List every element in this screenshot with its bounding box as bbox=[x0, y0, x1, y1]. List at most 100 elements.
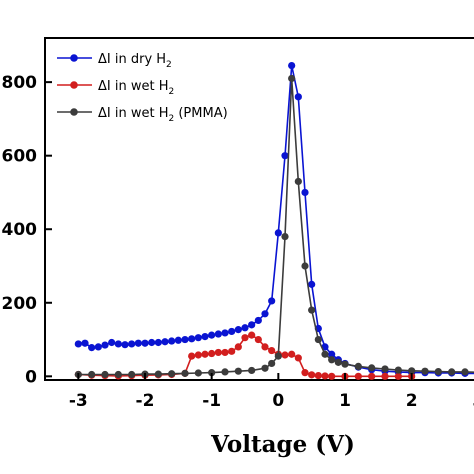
data-point bbox=[248, 321, 256, 329]
axis-layer: -3 -2 -1 0 1 2 3 0 200 400 600 800 bbox=[2, 73, 474, 411]
data-point bbox=[221, 348, 229, 357]
data-point bbox=[214, 330, 222, 338]
data-point bbox=[228, 327, 236, 336]
data-point bbox=[354, 362, 362, 370]
data-point bbox=[141, 339, 149, 347]
data-point bbox=[334, 358, 342, 366]
data-point bbox=[181, 369, 189, 377]
data-point bbox=[201, 333, 209, 341]
data-point bbox=[434, 367, 442, 376]
y-tick-label: 200 bbox=[2, 294, 38, 314]
data-point bbox=[314, 371, 322, 380]
data-point bbox=[168, 337, 176, 345]
data-point bbox=[321, 372, 329, 380]
data-point bbox=[188, 352, 196, 360]
series-layer bbox=[74, 61, 474, 380]
data-point bbox=[174, 336, 182, 344]
data-point bbox=[308, 280, 316, 288]
data-point bbox=[281, 232, 289, 241]
data-point bbox=[234, 367, 242, 375]
data-point bbox=[154, 338, 162, 347]
data-point bbox=[381, 372, 389, 380]
data-point bbox=[254, 316, 262, 325]
data-point bbox=[294, 93, 302, 101]
data-point bbox=[281, 351, 289, 359]
legend-label: ΔI in wet H2 (PMMA) bbox=[98, 106, 228, 124]
data-point bbox=[114, 340, 122, 348]
data-point bbox=[248, 331, 256, 339]
data-point bbox=[288, 350, 296, 358]
data-point bbox=[288, 61, 296, 70]
x-tick-label: 2 bbox=[406, 391, 418, 411]
data-point bbox=[101, 341, 109, 349]
data-point bbox=[328, 350, 336, 358]
data-point bbox=[101, 370, 109, 379]
data-point bbox=[81, 339, 89, 347]
series-2 bbox=[74, 74, 474, 379]
data-point bbox=[161, 338, 169, 346]
data-point bbox=[314, 335, 322, 344]
data-point bbox=[274, 229, 282, 237]
data-point bbox=[128, 370, 136, 379]
data-point bbox=[148, 338, 156, 347]
data-point bbox=[221, 368, 229, 376]
data-point bbox=[214, 348, 222, 357]
data-point bbox=[194, 351, 202, 359]
legend-label: ΔI in wet H2 bbox=[98, 79, 174, 97]
data-point bbox=[121, 341, 129, 349]
data-point bbox=[128, 340, 136, 348]
data-point bbox=[408, 367, 416, 375]
data-point bbox=[281, 152, 289, 160]
data-point bbox=[394, 366, 402, 374]
data-point bbox=[208, 331, 216, 339]
data-point bbox=[194, 369, 202, 377]
y-tick-label: 400 bbox=[2, 220, 38, 240]
data-point bbox=[114, 370, 122, 379]
data-point bbox=[248, 366, 256, 375]
data-point bbox=[321, 350, 329, 358]
data-point bbox=[328, 372, 336, 380]
data-point bbox=[261, 343, 269, 351]
data-point bbox=[74, 340, 82, 348]
data-point bbox=[261, 310, 269, 318]
data-point bbox=[154, 370, 162, 378]
data-point bbox=[88, 344, 96, 352]
legend-label-subscript: 2 bbox=[168, 114, 174, 124]
data-point bbox=[368, 372, 376, 380]
data-point bbox=[308, 306, 316, 314]
data-point bbox=[108, 338, 116, 347]
data-point bbox=[421, 367, 429, 375]
data-point bbox=[268, 346, 276, 355]
data-point bbox=[461, 368, 469, 376]
data-point bbox=[294, 177, 302, 186]
x-tick-label: 0 bbox=[272, 391, 284, 411]
data-point bbox=[234, 326, 242, 334]
data-point bbox=[301, 262, 309, 270]
data-point bbox=[134, 339, 142, 347]
data-point bbox=[301, 369, 309, 377]
data-point bbox=[194, 334, 202, 342]
legend-marker bbox=[70, 81, 78, 89]
y-tick-label: 600 bbox=[2, 147, 38, 167]
data-point bbox=[254, 335, 262, 344]
legend-marker bbox=[70, 54, 78, 62]
y-tick-label: 800 bbox=[2, 73, 38, 93]
data-point bbox=[261, 364, 269, 372]
data-point bbox=[354, 372, 362, 380]
legend-label-main: ΔI in wet H bbox=[98, 79, 168, 94]
data-point bbox=[301, 188, 309, 197]
data-point bbox=[341, 360, 349, 368]
data-point bbox=[88, 370, 96, 379]
legend-label-subscript: 2 bbox=[168, 87, 174, 97]
legend-entry: ΔI in dry H2 bbox=[57, 52, 172, 70]
data-point bbox=[274, 352, 282, 360]
data-point bbox=[201, 350, 209, 358]
data-point bbox=[168, 370, 176, 378]
data-point bbox=[308, 371, 316, 379]
data-point bbox=[368, 364, 376, 372]
x-tick-label: 3 bbox=[472, 391, 474, 411]
x-tick-label: -3 bbox=[69, 391, 88, 411]
legend-label-subscript: 2 bbox=[166, 60, 172, 70]
data-point bbox=[448, 368, 456, 376]
